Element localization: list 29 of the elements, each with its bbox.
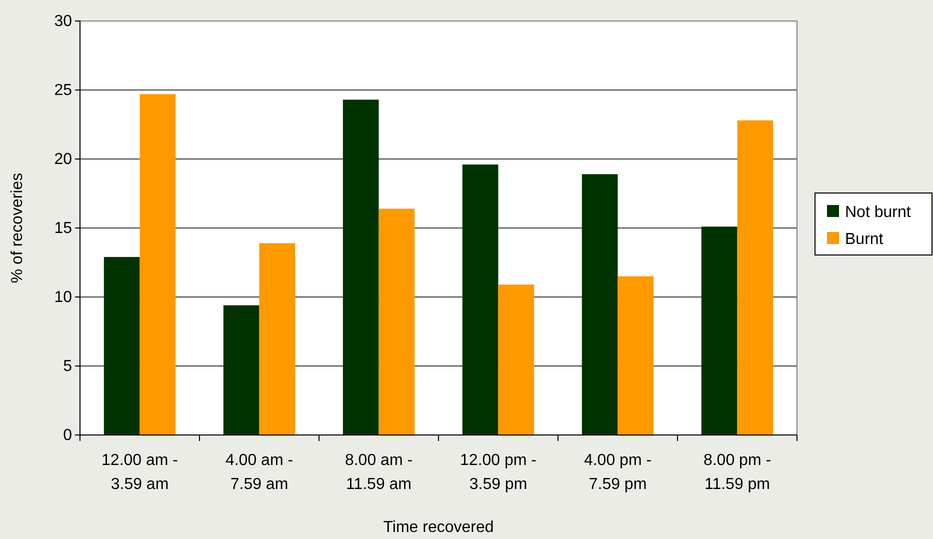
legend-label: Burnt [845,231,884,248]
bar [618,276,654,435]
y-tick-label: 20 [54,151,72,168]
y-tick-label: 5 [63,358,72,376]
x-axis-title: Time recovered [383,519,494,536]
x-tick-label: 12.00 pm - 3.59 pm [460,452,536,493]
bar [462,164,498,435]
y-tick-label: 10 [54,289,72,306]
y-tick-label: 0 [63,427,72,444]
bar [140,94,176,435]
bar [378,208,415,435]
bar [223,305,260,435]
y-axis-title: % of recoveries [9,172,26,284]
bar [701,226,738,435]
x-tick-label: 4.00 am - 7.59 am [225,452,294,493]
y-tick-label: 15 [54,220,72,238]
bar [342,100,379,435]
bar [582,174,618,435]
x-tick-label: 12.00 am - 3.59 am [102,452,178,493]
legend-label: Not burnt [845,204,912,221]
bar [737,120,774,435]
bar [104,256,140,435]
x-tick-label: 8.00 am - 11.59 am [344,452,413,493]
y-tick-label: 30 [54,13,72,30]
x-tick-label: 8.00 pm - 11.59 pm [703,452,772,493]
x-tick-label: 4.00 pm - 7.59 pm [584,452,652,493]
bar [498,284,534,435]
y-tick-label: 25 [54,82,72,100]
bar [259,243,296,435]
